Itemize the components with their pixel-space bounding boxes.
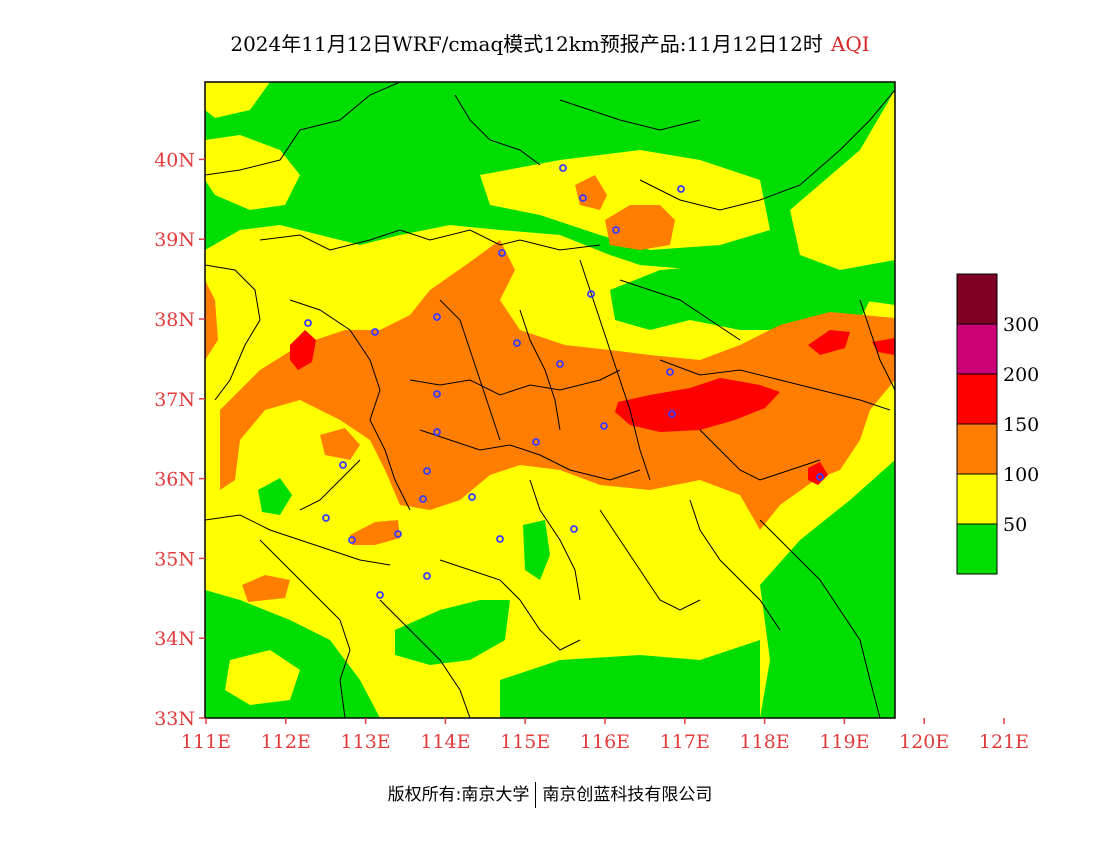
aqi-field-green-west-patch bbox=[258, 478, 292, 515]
longitude-axis: 111E 112E 113E 114E 115E 116E 117E 118E 119E 120E… bbox=[181, 718, 1029, 753]
legend-swatch bbox=[956, 423, 998, 475]
aqi-field-red-east-edge bbox=[872, 338, 895, 355]
lat-tick-label: 37N bbox=[154, 389, 195, 411]
footer-separator bbox=[535, 782, 537, 808]
lat-tick-label: 33N bbox=[154, 708, 195, 730]
lat-tick-label: 35N bbox=[154, 548, 195, 570]
plot-frame bbox=[204, 81, 896, 719]
aqi-field-orange-sw-patch bbox=[350, 520, 400, 545]
aqi-field-green-south bbox=[500, 640, 760, 718]
aqi-field-yellow-northeast bbox=[790, 90, 895, 270]
lon-tick-label: 120E bbox=[899, 731, 949, 753]
aqi-field-orange-west-edge bbox=[205, 280, 218, 360]
footer-company: 南京创蓝科技有限公司 bbox=[542, 785, 713, 805]
legend-label: 100 bbox=[1003, 464, 1039, 486]
aqi-field-green-southeast bbox=[760, 460, 895, 718]
aqi-legend: 300 200 150 100 50 bbox=[956, 273, 1039, 575]
aqi-field-orange-band bbox=[220, 240, 895, 530]
lon-tick-label: 121E bbox=[979, 731, 1029, 753]
legend-swatch bbox=[956, 473, 998, 525]
aqi-field-red-west bbox=[290, 330, 316, 370]
legend-label: 300 bbox=[1003, 314, 1039, 336]
title-product: AQI bbox=[830, 32, 870, 56]
lat-tick-label: 34N bbox=[154, 628, 195, 650]
aqi-field-yellow-north-1 bbox=[205, 135, 300, 210]
aqi-field-green-mid-patch bbox=[523, 520, 550, 580]
lat-tick-label: 38N bbox=[154, 309, 195, 331]
chart-title: 2024年11月12日WRF/cmaq模式12km预报产品:11月12日12时 A… bbox=[0, 28, 1100, 57]
lat-tick-label: 36N bbox=[154, 469, 195, 491]
legend-swatch bbox=[956, 523, 998, 575]
lon-tick-label: 115E bbox=[500, 731, 550, 753]
latitude-axis: 33N 34N 35N 36N 37N 38N 39N 40N bbox=[154, 149, 205, 730]
aqi-field-yellow-north-3 bbox=[205, 82, 270, 118]
aqi-field-orange-north-patch bbox=[605, 205, 675, 250]
lon-tick-label: 116E bbox=[580, 731, 630, 753]
admin-boundaries bbox=[205, 82, 895, 718]
lon-tick-label: 119E bbox=[819, 731, 869, 753]
lon-tick-label: 118E bbox=[740, 731, 790, 753]
city-markers bbox=[304, 164, 824, 599]
aqi-field-red-central bbox=[615, 378, 780, 432]
title-main: 2024年11月12日WRF/cmaq模式12km预报产品:11月12日12时 bbox=[230, 32, 823, 56]
copyright-footer: 版权所有:南京大学 南京创蓝科技有限公司 bbox=[0, 780, 1100, 808]
aqi-field-orange-sw-small bbox=[242, 575, 290, 602]
aqi-field-yellow-north-2 bbox=[480, 150, 770, 250]
legend-swatch bbox=[956, 273, 998, 325]
aqi-field-green-south-mid bbox=[395, 600, 510, 665]
map-plot-area bbox=[205, 82, 895, 718]
aqi-field-red-northeast bbox=[808, 330, 850, 355]
lon-tick-label: 113E bbox=[341, 731, 391, 753]
aqi-field-yellow-sw-inner bbox=[225, 650, 300, 705]
legend-label: 50 bbox=[1003, 514, 1027, 536]
footer-owner: 版权所有:南京大学 bbox=[387, 785, 530, 805]
lon-tick-label: 111E bbox=[181, 731, 231, 753]
legend-label: 200 bbox=[1003, 364, 1039, 386]
legend-swatch bbox=[956, 323, 998, 375]
lon-tick-label: 117E bbox=[660, 731, 710, 753]
lon-tick-label: 114E bbox=[420, 731, 470, 753]
lon-tick-label: 112E bbox=[261, 731, 311, 753]
legend-swatch bbox=[956, 373, 998, 425]
lat-tick-label: 39N bbox=[154, 229, 195, 251]
aqi-field-orange-west-patch bbox=[320, 428, 360, 460]
aqi-field-green-ne-patch bbox=[610, 265, 870, 330]
legend-label: 150 bbox=[1003, 414, 1039, 436]
lat-tick-label: 40N bbox=[154, 149, 195, 171]
